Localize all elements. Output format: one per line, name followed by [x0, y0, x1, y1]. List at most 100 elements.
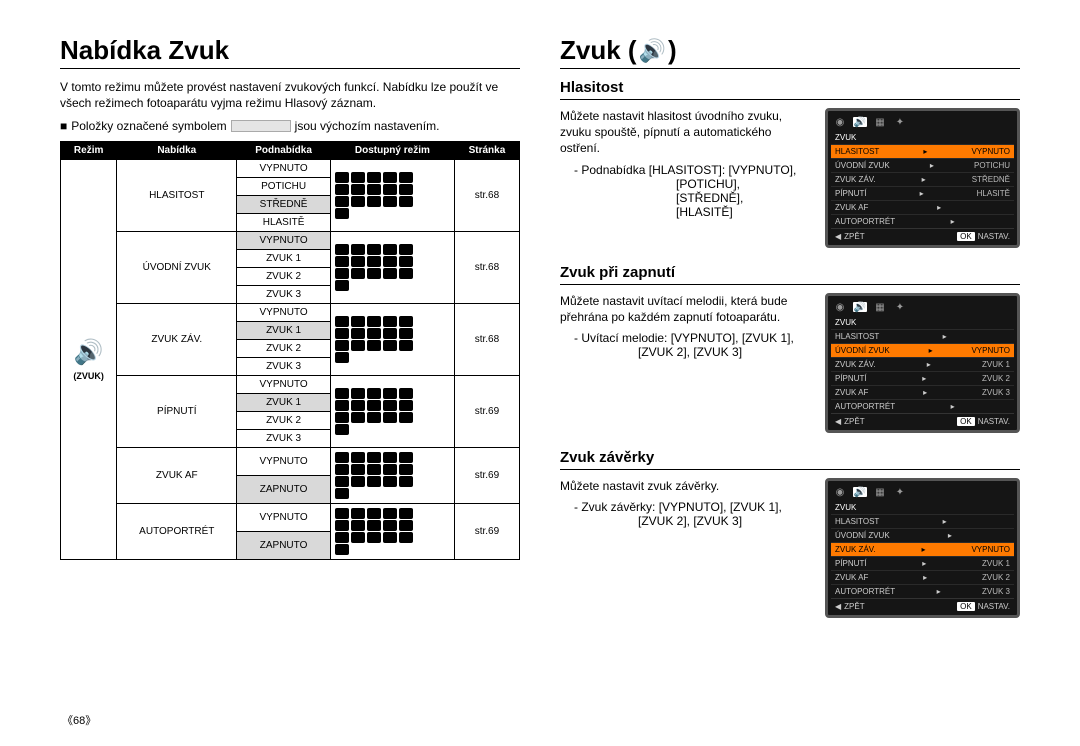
lcd-tab-icon[interactable]: ◉ [833, 302, 847, 312]
lcd-tab-icon[interactable]: ◉ [833, 117, 847, 127]
lcd-tab-icon[interactable]: ▦ [873, 302, 887, 312]
chevron-right-icon: ▸ [948, 402, 958, 411]
back-arrow-icon: ◀ [835, 232, 841, 241]
lcd-row-label: HLASITOST [835, 517, 879, 526]
mode-icon [399, 256, 413, 267]
mode-icon [351, 256, 365, 267]
lcd-row-value: POTICHU [974, 161, 1010, 170]
lcd-menu-row[interactable]: AUTOPORTRÉT▸ZVUK 3 [831, 584, 1014, 598]
modes-cell [330, 504, 454, 560]
mode-icon [351, 452, 365, 463]
mode-icon-row [335, 544, 450, 555]
nabidka-cell: ÚVODNÍ ZVUK [117, 232, 237, 304]
podnabidka-cell: ZVUK 3 [237, 358, 331, 376]
lcd-menu-row[interactable]: AUTOPORTRÉT▸ [831, 399, 1014, 413]
lcd-menu-row[interactable]: ZVUK ZÁV.▸STŘEDNĚ [831, 172, 1014, 186]
lcd-menu-row[interactable]: ZVUK AF▸ZVUK 3 [831, 385, 1014, 399]
chevron-right-icon: ▸ [920, 147, 930, 156]
lcd-ok-button[interactable]: OKNASTAV. [957, 602, 1010, 611]
lcd-tab-icon[interactable]: 🔊 [853, 487, 867, 497]
lcd-tab-icon[interactable]: 🔊 [853, 117, 867, 127]
left-title: Nabídka Zvuk [60, 35, 520, 66]
chevron-right-icon: ▸ [945, 531, 955, 540]
lcd-menu-row[interactable]: ZVUK ZÁV.▸VYPNUTO [831, 542, 1014, 556]
mode-icon-row [335, 244, 450, 255]
lcd-row-label: ZVUK ZÁV. [835, 175, 876, 184]
right-title-suffix: ) [668, 35, 677, 66]
lcd-menu-row[interactable]: ZVUK AF▸ [831, 200, 1014, 214]
lcd-back-button[interactable]: ◀ZPĚT [835, 232, 865, 241]
option-extra: [HLASITĚ] [560, 205, 809, 219]
lcd-row-value: ZVUK 3 [982, 388, 1010, 397]
mode-icon [383, 520, 397, 531]
section-paragraph: Můžete nastavit hlasitost úvodního zvuku… [560, 108, 809, 157]
mode-icon-row [335, 532, 450, 543]
mode-icon [335, 424, 349, 435]
mode-icon [335, 316, 349, 327]
mode-icon-row [335, 424, 450, 435]
mode-icon-row [335, 452, 450, 463]
lcd-row-value: VYPNUTO [971, 147, 1010, 156]
mode-icon [351, 268, 365, 279]
page-cell: str.68 [454, 232, 519, 304]
lcd-back-label: ZPĚT [844, 232, 864, 241]
mode-icon-row [335, 208, 450, 219]
section: HlasitostMůžete nastavit hlasitost úvodn… [560, 79, 1020, 248]
mode-icon [335, 532, 349, 543]
chevron-right-icon: ▸ [919, 175, 929, 184]
lcd-menu-row[interactable]: ÚVODNÍ ZVUK▸ [831, 528, 1014, 542]
podnabidka-cell: ZVUK 1 [237, 322, 331, 340]
mode-icon [335, 520, 349, 531]
lcd-tab-icon[interactable]: 🔊 [853, 302, 867, 312]
mode-icon-row [335, 508, 450, 519]
lcd-row-label: HLASITOST [835, 147, 879, 156]
lcd-menu-row[interactable]: ÚVODNÍ ZVUK▸POTICHU [831, 158, 1014, 172]
section-text: Můžete nastavit uvítací melodii, která b… [560, 293, 809, 359]
lcd-menu-row[interactable]: PÍPNUTÍ▸ZVUK 1 [831, 556, 1014, 570]
mode-icon [335, 388, 349, 399]
lcd-tab-icon[interactable]: ◉ [833, 487, 847, 497]
mode-icon [335, 452, 349, 463]
lcd-back-button[interactable]: ◀ZPĚT [835, 417, 865, 426]
lcd-menu-row[interactable]: HLASITOST▸ [831, 514, 1014, 528]
lcd-back-label: ZPĚT [844, 602, 864, 611]
podnabidka-cell: VYPNUTO [237, 232, 331, 250]
modes-cell [330, 376, 454, 448]
lcd-title: ZVUK [831, 131, 1014, 144]
lcd-menu-row[interactable]: HLASITOST ▸ VYPNUTO [831, 144, 1014, 158]
lcd-ok-button[interactable]: OKNASTAV. [957, 417, 1010, 426]
section-text: Můžete nastavit hlasitost úvodního zvuku… [560, 108, 809, 219]
lcd-row-label: PÍPNUTÍ [835, 559, 867, 568]
option-item: Uvítací melodie: [VYPNUTO], [ZVUK 1], [574, 331, 809, 345]
th-nabidka: Nabídka [117, 142, 237, 160]
mode-icon [335, 328, 349, 339]
back-arrow-icon: ◀ [835, 602, 841, 611]
lcd-tab-icon[interactable]: ✦ [893, 302, 907, 312]
lcd-ok-label: OK [957, 602, 975, 611]
mode-icon [383, 340, 397, 351]
lcd-menu-row[interactable]: AUTOPORTRÉT▸ [831, 214, 1014, 228]
lcd-menu-row[interactable]: PÍPNUTÍ▸HLASITĚ [831, 186, 1014, 200]
lcd-menu-row[interactable]: ZVUK AF▸ZVUK 2 [831, 570, 1014, 584]
mode-icon-row [335, 520, 450, 531]
lcd-tab-icon[interactable]: ✦ [893, 117, 907, 127]
lcd-tab-icon[interactable]: ✦ [893, 487, 907, 497]
page-cell: str.68 [454, 160, 519, 232]
lcd-menu-row[interactable]: ZVUK ZÁV.▸ZVUK 1 [831, 357, 1014, 371]
option-item: Zvuk závěrky: [VYPNUTO], [ZVUK 1], [574, 500, 809, 514]
lcd-ok-button[interactable]: OKNASTAV. [957, 232, 1010, 241]
lcd-menu-row[interactable]: HLASITOST▸ [831, 329, 1014, 343]
lcd-tab-icon[interactable]: ▦ [873, 117, 887, 127]
lcd-tab-icon[interactable]: ▦ [873, 487, 887, 497]
left-column: Nabídka Zvuk V tomto režimu můžete prové… [60, 35, 520, 726]
option-extra: [STŘEDNĚ], [560, 191, 809, 205]
lcd-back-button[interactable]: ◀ZPĚT [835, 602, 865, 611]
section-paragraph: Můžete nastavit zvuk závěrky. [560, 478, 809, 494]
lcd-menu-row[interactable]: PÍPNUTÍ▸ZVUK 2 [831, 371, 1014, 385]
mode-icon-row [335, 340, 450, 351]
mode-icon [367, 388, 381, 399]
page-cell: str.69 [454, 504, 519, 560]
nabidka-cell: PÍPNUTÍ [117, 376, 237, 448]
lcd-menu-row[interactable]: ÚVODNÍ ZVUK▸VYPNUTO [831, 343, 1014, 357]
mode-icon [367, 508, 381, 519]
